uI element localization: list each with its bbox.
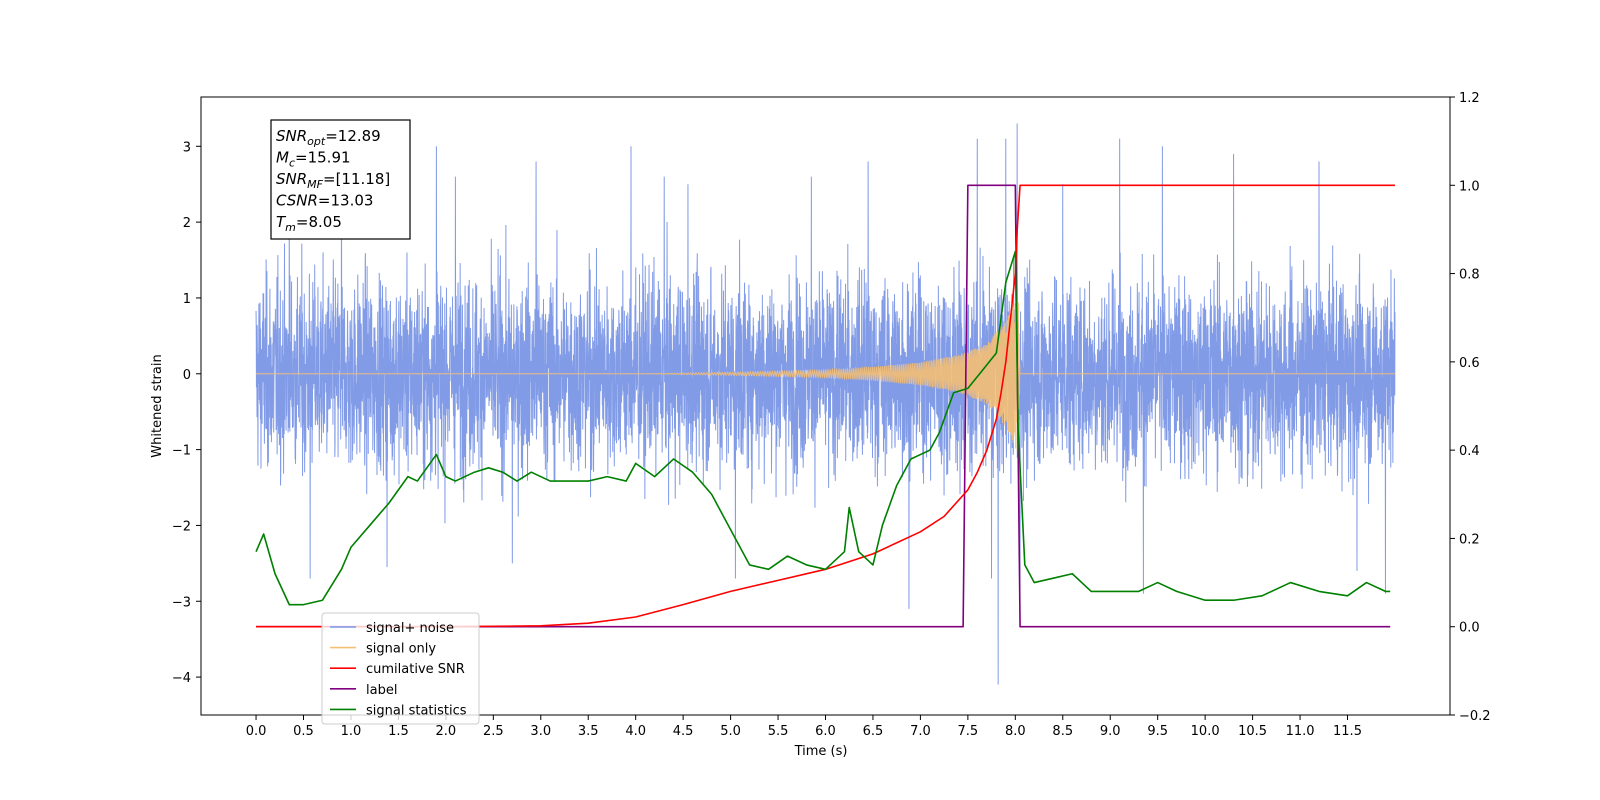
x-tick-label: 6.0 [815, 724, 836, 739]
y-left-tick-label: 3 [183, 140, 191, 155]
x-tick-label: 5.0 [720, 724, 741, 739]
series-line-signal-statistics [255, 250, 1391, 606]
stats-annotation-box: SNRopt=12.89Mc=15.91SNRMF=[11.18]CSNR=13… [270, 119, 411, 240]
y-right-tick-label: 1.2 [1459, 91, 1480, 106]
x-tick-label: 1.0 [341, 724, 362, 739]
x-tick-label: 3.5 [578, 724, 599, 739]
y-left-tick-label: −4 [172, 671, 191, 686]
series-line-signal-noise [255, 123, 1396, 685]
annotation-line-t: Tm=8.05 [276, 213, 342, 234]
x-tick-label: 9.0 [1100, 724, 1121, 739]
x-tick-label: 8.0 [1005, 724, 1026, 739]
x-tick-label: 3.0 [530, 724, 551, 739]
y-left-tick-label: 0 [183, 368, 191, 383]
x-tick-label: 7.5 [958, 724, 979, 739]
annotation-line-snr: SNRopt=12.89 [276, 127, 381, 148]
x-tick-label: 8.5 [1052, 724, 1073, 739]
y-axis-left: 3 2 1 0 −1 −2 −3 −4 [172, 140, 201, 686]
x-tick-label: 4.0 [625, 724, 646, 739]
legend-frame [321, 612, 480, 725]
y-right-tick-label: 0.4 [1459, 444, 1480, 459]
series-signal-plus-noise [255, 123, 1396, 685]
series-line-cumilative-snr [256, 184, 1395, 628]
y-right-tick-label: 0.6 [1459, 356, 1480, 371]
legend-label-signal-only: signal only [366, 642, 436, 657]
x-tick-label: 9.5 [1147, 724, 1168, 739]
y-left-tick-label: −3 [172, 595, 191, 610]
y-axis-right: 1.2 1.0 0.8 0.6 0.4 0.2 0.0 −0.2 [1450, 91, 1491, 724]
x-tick-label: 0.0 [246, 724, 267, 739]
x-tick-label: 11.5 [1333, 724, 1362, 739]
y-axis-label: Whitened strain [150, 354, 165, 457]
y-left-tick-label: 1 [183, 292, 191, 307]
legend-label-signal-statistics: signal statistics [366, 703, 467, 718]
y-right-tick-label: 0.2 [1459, 532, 1480, 547]
x-axis: 0.0 0.5 1.0 1.5 2.0 2.5 3.0 3.5 4.0 4.5 5.0 5.5 6.0 6… [246, 715, 1362, 739]
series-line-label [256, 184, 1391, 628]
right-axis-series [255, 184, 1395, 628]
legend: signal+ noise signal only cumilative SNR la… [321, 612, 480, 725]
y-left-tick-label: 2 [183, 216, 191, 231]
x-axis-label: Time (s) [794, 744, 848, 759]
annotation-frame [270, 119, 411, 240]
x-tick-label: 2.5 [483, 724, 504, 739]
x-tick-label: 2.0 [436, 724, 457, 739]
y-left-tick-label: −1 [172, 444, 191, 459]
x-tick-label: 11.0 [1286, 724, 1315, 739]
legend-label-cumilative-snr: cumilative SNR [366, 662, 465, 677]
x-tick-label: 10.5 [1238, 724, 1267, 739]
x-tick-label: 10.0 [1191, 724, 1220, 739]
x-tick-label: 6.5 [863, 724, 884, 739]
annotation-line-snr: SNRMF=[11.18] [276, 170, 390, 191]
annotation-line-csnr: CSNR=13.03 [276, 192, 373, 210]
y-left-tick-label: −2 [172, 519, 191, 534]
legend-label-label: label [366, 683, 397, 698]
y-right-tick-label: 1.0 [1459, 179, 1480, 194]
y-right-tick-label: −0.2 [1459, 709, 1491, 724]
x-tick-label: 5.5 [768, 724, 789, 739]
series-signal-only [256, 302, 1395, 452]
series-line-signal-only [256, 302, 1395, 452]
plot-area [255, 123, 1396, 685]
x-tick-label: 4.5 [673, 724, 694, 739]
y-right-tick-label: 0.0 [1459, 621, 1480, 636]
x-tick-label: 0.5 [293, 724, 314, 739]
x-tick-label: 7.0 [910, 724, 931, 739]
legend-label-signal-noise: signal+ noise [366, 621, 454, 636]
y-right-tick-label: 0.8 [1459, 268, 1480, 283]
x-tick-label: 1.5 [388, 724, 409, 739]
annotation-line-m: Mc=15.91 [276, 149, 351, 170]
